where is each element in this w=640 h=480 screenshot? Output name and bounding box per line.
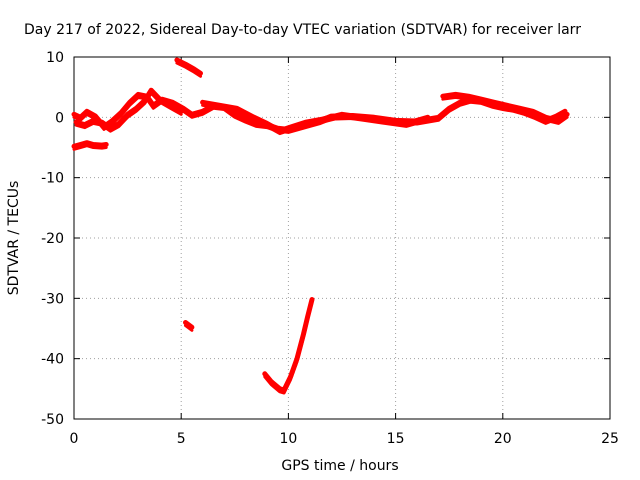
y-tick-label: -10 — [41, 171, 64, 187]
y-tick-label: -50 — [41, 412, 64, 428]
series-line-track-2 — [73, 87, 184, 131]
series-line-track-4 — [440, 91, 570, 123]
x-tick-label: 25 — [601, 431, 619, 447]
series-band-track-6 — [175, 61, 202, 78]
grid-layer — [74, 57, 610, 419]
ticks-layer: 0 5 10 15 20 25 10 0 -10 -20 -30 -40 -50 — [41, 50, 619, 447]
series-band-track-7 — [184, 324, 194, 332]
x-tick-label: 0 — [70, 431, 79, 447]
x-tick-label: 15 — [387, 431, 405, 447]
series-layer — [71, 57, 570, 395]
chart-title: Day 217 of 2022, Sidereal Day-to-day VTE… — [24, 22, 581, 38]
y-tick-label: 10 — [46, 50, 64, 66]
series-band-track-5 — [72, 144, 108, 151]
y-tick-label: 0 — [55, 110, 64, 126]
series-line-track-7 — [183, 320, 195, 330]
series-line-track-5 — [71, 140, 109, 149]
series-line-track-3 — [200, 99, 431, 134]
series-line-track-6 — [174, 57, 203, 76]
y-tick-label: -20 — [41, 231, 64, 247]
x-tick-label: 10 — [279, 431, 297, 447]
y-tick-label: -30 — [41, 291, 64, 307]
series-band-track-8 — [263, 301, 314, 395]
y-tick-label: -40 — [41, 352, 64, 368]
x-tick-label: 5 — [177, 431, 186, 447]
series-band-track-2 — [74, 91, 183, 133]
series-band-track-3 — [201, 103, 430, 136]
y-axis-title: SDTVAR / TECUs — [6, 181, 22, 296]
x-axis-title: GPS time / hours — [281, 458, 398, 474]
series-band-track-4 — [441, 95, 569, 125]
x-tick-label: 20 — [494, 431, 512, 447]
